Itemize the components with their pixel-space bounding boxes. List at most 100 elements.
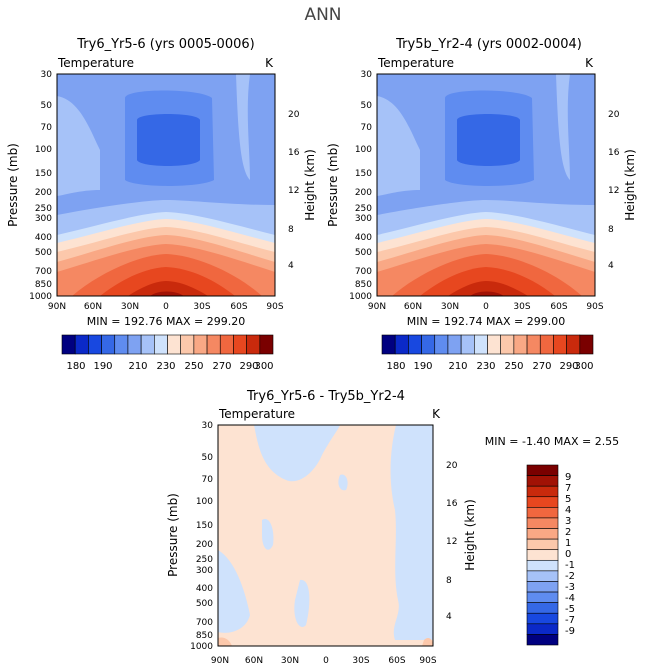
panel-b-x-ticks: 90N 60N 30N 0 30S 60S 90S	[368, 302, 604, 312]
colorbar-swatch	[526, 507, 559, 519]
y-tick-label: 150	[355, 169, 372, 179]
colorbar-label: 7	[565, 483, 571, 494]
colorbar-swatch	[206, 334, 221, 355]
height-tick-label: 4	[608, 261, 614, 271]
x-tick-label: 90N	[368, 302, 386, 312]
panel-a-x-ticks: 90N 60N 30N 0 30S 60S 90S	[48, 302, 284, 312]
y-tick-label: 30	[202, 421, 214, 431]
colorbar-swatch	[408, 334, 422, 355]
colorbar-swatch	[579, 334, 594, 355]
height-tick-label: 16	[288, 148, 300, 158]
colorbar-swatch	[526, 528, 559, 540]
colorbar-b	[381, 334, 594, 355]
colorbar-swatch	[474, 334, 488, 355]
contour-band-cold-core	[457, 114, 520, 166]
colorbar-swatch	[434, 334, 449, 355]
colorbar-diff	[526, 464, 559, 646]
x-tick-label: 60N	[84, 302, 102, 312]
y-tick-label: 200	[196, 540, 213, 550]
colorbar-swatch	[74, 334, 89, 355]
x-tick-label: 0	[323, 656, 329, 666]
x-tick-label: 60S	[388, 656, 405, 666]
panel-b-units-label: K	[585, 56, 594, 70]
panel-diff-y-ticks: 30 50 70 100 150 200 250 300 400 500 700…	[190, 421, 213, 652]
y-tick-label: 300	[355, 214, 372, 224]
colorbar-swatch	[233, 334, 247, 355]
height-tick-label: 16	[446, 499, 458, 509]
colorbar-label: -5	[565, 604, 575, 615]
colorbar-swatch	[487, 334, 501, 355]
panel-b-frame	[376, 73, 596, 297]
y-tick-label: 400	[355, 233, 372, 243]
colorbar-swatch	[566, 334, 581, 355]
contour-band-warm-7	[128, 281, 208, 296]
y-tick-label: 250	[196, 555, 213, 565]
colorbar-label: 300	[574, 361, 593, 372]
colorbar-label: -9	[565, 626, 575, 637]
colorbar-swatch	[526, 581, 559, 593]
colorbar-swatch	[246, 334, 261, 355]
contour-band-warm-8	[150, 291, 184, 296]
colorbar-swatch	[526, 485, 559, 498]
colorbar-label: 4	[565, 505, 571, 516]
colorbar-swatch	[526, 517, 559, 529]
panel-a-frame	[56, 73, 276, 297]
colorbar-label: 210	[448, 361, 467, 372]
x-tick-label: 0	[163, 302, 169, 312]
colorbar-swatch	[154, 334, 168, 355]
x-tick-label: 0	[483, 302, 489, 312]
contour-band-warm-7	[448, 281, 528, 296]
y-tick-label: 700	[355, 267, 372, 277]
panel-a-right-ticks: 20 16 12 8 4	[288, 110, 300, 271]
colorbar-swatch	[259, 334, 274, 355]
y-tick-label: 1000	[349, 292, 372, 302]
colorbar-diff-labels: 9 7 5 4 3 2 1 0 -1 -2 -3 -4 -5 -7 -9	[565, 472, 575, 637]
colorbar-label: -1	[565, 560, 575, 571]
panel-a-contour-field	[57, 74, 275, 296]
y-tick-label: 200	[35, 188, 52, 198]
x-tick-label: 60S	[550, 302, 567, 312]
y-tick-label: 70	[41, 123, 53, 133]
colorbar-swatch	[127, 334, 142, 355]
colorbar-label: 250	[504, 361, 523, 372]
panel-diff-stats: MIN = -1.40 MAX = 2.55	[485, 435, 619, 448]
y-tick-label: 50	[202, 453, 214, 463]
x-tick-label: 30N	[441, 302, 459, 312]
height-tick-label: 20	[608, 110, 620, 120]
colorbar-swatch	[180, 334, 195, 355]
colorbar-label: 180	[66, 361, 85, 372]
panel-diff-right-ticks: 20 16 12 8 4	[446, 461, 458, 622]
height-tick-label: 4	[446, 612, 452, 622]
y-tick-label: 700	[196, 618, 213, 628]
colorbar-label: 270	[532, 361, 551, 372]
colorbar-swatch	[526, 549, 559, 561]
y-tick-label: 150	[196, 521, 213, 531]
x-tick-label: 30S	[352, 656, 369, 666]
colorbar-swatch	[381, 334, 396, 355]
colorbar-label: 0	[565, 549, 571, 560]
y-tick-label: 100	[196, 497, 213, 507]
height-tick-label: 16	[608, 148, 620, 158]
colorbar-swatch	[88, 334, 102, 355]
panel-diff-variable-label: Temperature	[218, 407, 295, 421]
colorbar-a	[61, 334, 274, 355]
colorbar-swatch	[219, 334, 234, 355]
colorbar-label: 190	[93, 361, 112, 372]
y-tick-label: 850	[196, 631, 213, 641]
y-tick-label: 300	[35, 214, 52, 224]
panel-b-contour-field	[377, 74, 595, 296]
colorbar-swatch	[553, 334, 567, 355]
x-tick-label: 30N	[281, 656, 299, 666]
panel-diff-contour-field	[218, 425, 433, 646]
colorbar-swatch	[447, 334, 462, 355]
colorbar-label: 5	[565, 494, 571, 505]
colorbar-swatch	[101, 334, 116, 355]
figure-title: ANN	[304, 5, 341, 25]
panel-a-title: Try6_Yr5-6 (yrs 0005-0006)	[76, 37, 254, 52]
panel-a-units-label: K	[265, 56, 274, 70]
x-tick-label: 30N	[121, 302, 139, 312]
colorbar-swatch	[193, 334, 208, 355]
colorbar-swatch	[526, 634, 559, 646]
x-tick-label: 60N	[245, 656, 263, 666]
y-tick-label: 100	[355, 145, 372, 155]
